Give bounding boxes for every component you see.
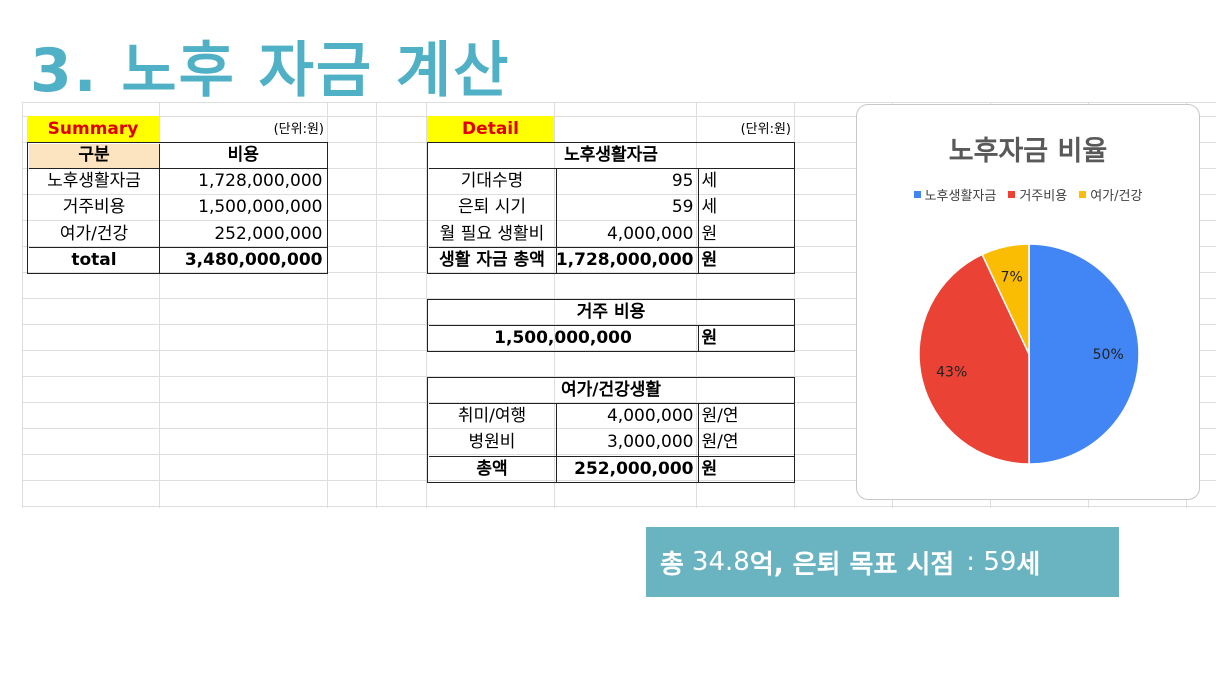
detail-leisure-total-label: 총액 bbox=[428, 456, 556, 482]
summary-label: Summary bbox=[27, 116, 159, 142]
detail-life-expectancy-unit: 세 bbox=[697, 168, 794, 194]
detail-leisure-header: 여가/건강생활 bbox=[560, 380, 662, 401]
pie-chart-panel[interactable]: 노후자금 비율 노후생활자금 거주비용 여가/건강 50% 43% 7% bbox=[856, 104, 1200, 500]
detail-retirement-age-unit: 세 bbox=[697, 194, 794, 221]
detail-housing-unit: 원 bbox=[697, 325, 794, 351]
chart-title: 노후자금 비율 bbox=[948, 136, 1108, 167]
pie-slice-living[interactable] bbox=[1028, 243, 1140, 465]
summary-row-living-name: 노후생활자금 bbox=[28, 168, 160, 194]
banner-amount: 34.8 bbox=[691, 547, 750, 577]
detail-housing-header: 거주 비용 bbox=[576, 302, 646, 323]
detail-housing-table bbox=[427, 299, 795, 352]
legend-swatch-housing bbox=[1008, 191, 1016, 198]
detail-monthly-cost-value: 4,000,000 bbox=[555, 221, 698, 247]
summary-row-leisure-value: 252,000,000 bbox=[159, 221, 327, 247]
summary-row-housing-name: 거주비용 bbox=[62, 197, 126, 217]
legend-item-housing: 거주비용 bbox=[1008, 185, 1067, 204]
detail-monthly-cost-label: 월 필요 생활비 bbox=[439, 223, 545, 244]
detail-living-table bbox=[427, 142, 795, 274]
detail-living-total-value: 1,728,000,000 bbox=[555, 247, 698, 273]
detail-hospital-unit: 원/연 bbox=[697, 429, 794, 456]
detail-living-header: 노후생활자금 bbox=[564, 145, 658, 166]
legend-label-housing: 거주비용 bbox=[1019, 189, 1068, 204]
detail-unit: (단위:원) bbox=[740, 121, 791, 137]
legend-item-living: 노후생활자금 bbox=[913, 185, 997, 204]
detail-hospital-label: 병원비 bbox=[468, 432, 516, 452]
pie-label-leisure: 7% bbox=[1001, 270, 1023, 286]
detail-retirement-age-value: 59 bbox=[555, 194, 698, 221]
banner-part-total: 총 bbox=[660, 549, 684, 580]
detail-living-total-unit: 원 bbox=[697, 247, 794, 273]
pie-slice-leisure[interactable] bbox=[981, 243, 1030, 355]
detail-leisure-total-value: 252,000,000 bbox=[555, 456, 698, 482]
pie-slice-housing[interactable] bbox=[918, 253, 1030, 465]
legend-swatch-leisure bbox=[1079, 191, 1087, 198]
detail-life-expectancy-value: 95 bbox=[555, 168, 698, 194]
banner-age: : 59 bbox=[966, 547, 1017, 577]
detail-living-total-label: 생활 자금 총액 bbox=[428, 247, 556, 273]
summary-total-label: total bbox=[28, 247, 160, 273]
summary-header-category: 구분 bbox=[28, 143, 160, 168]
detail-housing-value: 1,500,000,000 bbox=[428, 325, 698, 351]
summary-table bbox=[27, 142, 328, 274]
summary-header-cost: 비용 bbox=[159, 143, 327, 168]
pie-label-living: 50% bbox=[1093, 347, 1124, 363]
detail-leisure-table bbox=[427, 377, 795, 483]
chart-legend: 노후생활자금 거주비용 여가/건강 bbox=[857, 185, 1199, 204]
page-title: 3. 노후 자금 계산 bbox=[30, 36, 511, 106]
banner-retirement-text: 억, 은퇴 목표 시점 bbox=[749, 549, 955, 580]
summary-row-living-value: 1,728,000,000 bbox=[159, 168, 327, 194]
legend-swatch-living bbox=[913, 191, 921, 198]
summary-banner: 총 34.8 억, 은퇴 목표 시점 : 59 세 bbox=[646, 527, 1119, 597]
detail-hobby-travel-unit: 원/연 bbox=[697, 403, 794, 429]
detail-life-expectancy-label: 기대수명 bbox=[428, 168, 556, 194]
summary-unit: (단위:원) bbox=[273, 121, 324, 137]
banner-age-unit: 세 bbox=[1016, 549, 1041, 580]
detail-monthly-cost-unit: 원 bbox=[697, 221, 794, 247]
pie-label-housing: 43% bbox=[936, 364, 967, 380]
detail-hobby-travel-value: 4,000,000 bbox=[555, 403, 698, 429]
detail-retirement-age-label: 은퇴 시기 bbox=[458, 197, 526, 217]
summary-row-leisure-name: 여가/건강 bbox=[59, 223, 129, 244]
detail-hospital-value: 3,000,000 bbox=[555, 429, 698, 456]
detail-label: Detail bbox=[427, 116, 554, 142]
legend-label-leisure: 여가/건강 bbox=[1090, 189, 1143, 204]
legend-item-leisure: 여가/건강 bbox=[1079, 185, 1142, 204]
detail-leisure-total-unit: 원 bbox=[697, 456, 794, 482]
summary-total-value: 3,480,000,000 bbox=[159, 247, 327, 273]
legend-label-living: 노후생활자금 bbox=[924, 189, 997, 204]
detail-hobby-travel-label: 취미/여행 bbox=[428, 403, 556, 429]
summary-row-housing-value: 1,500,000,000 bbox=[159, 194, 327, 221]
pie-chart: 50% 43% 7% bbox=[918, 243, 1140, 465]
